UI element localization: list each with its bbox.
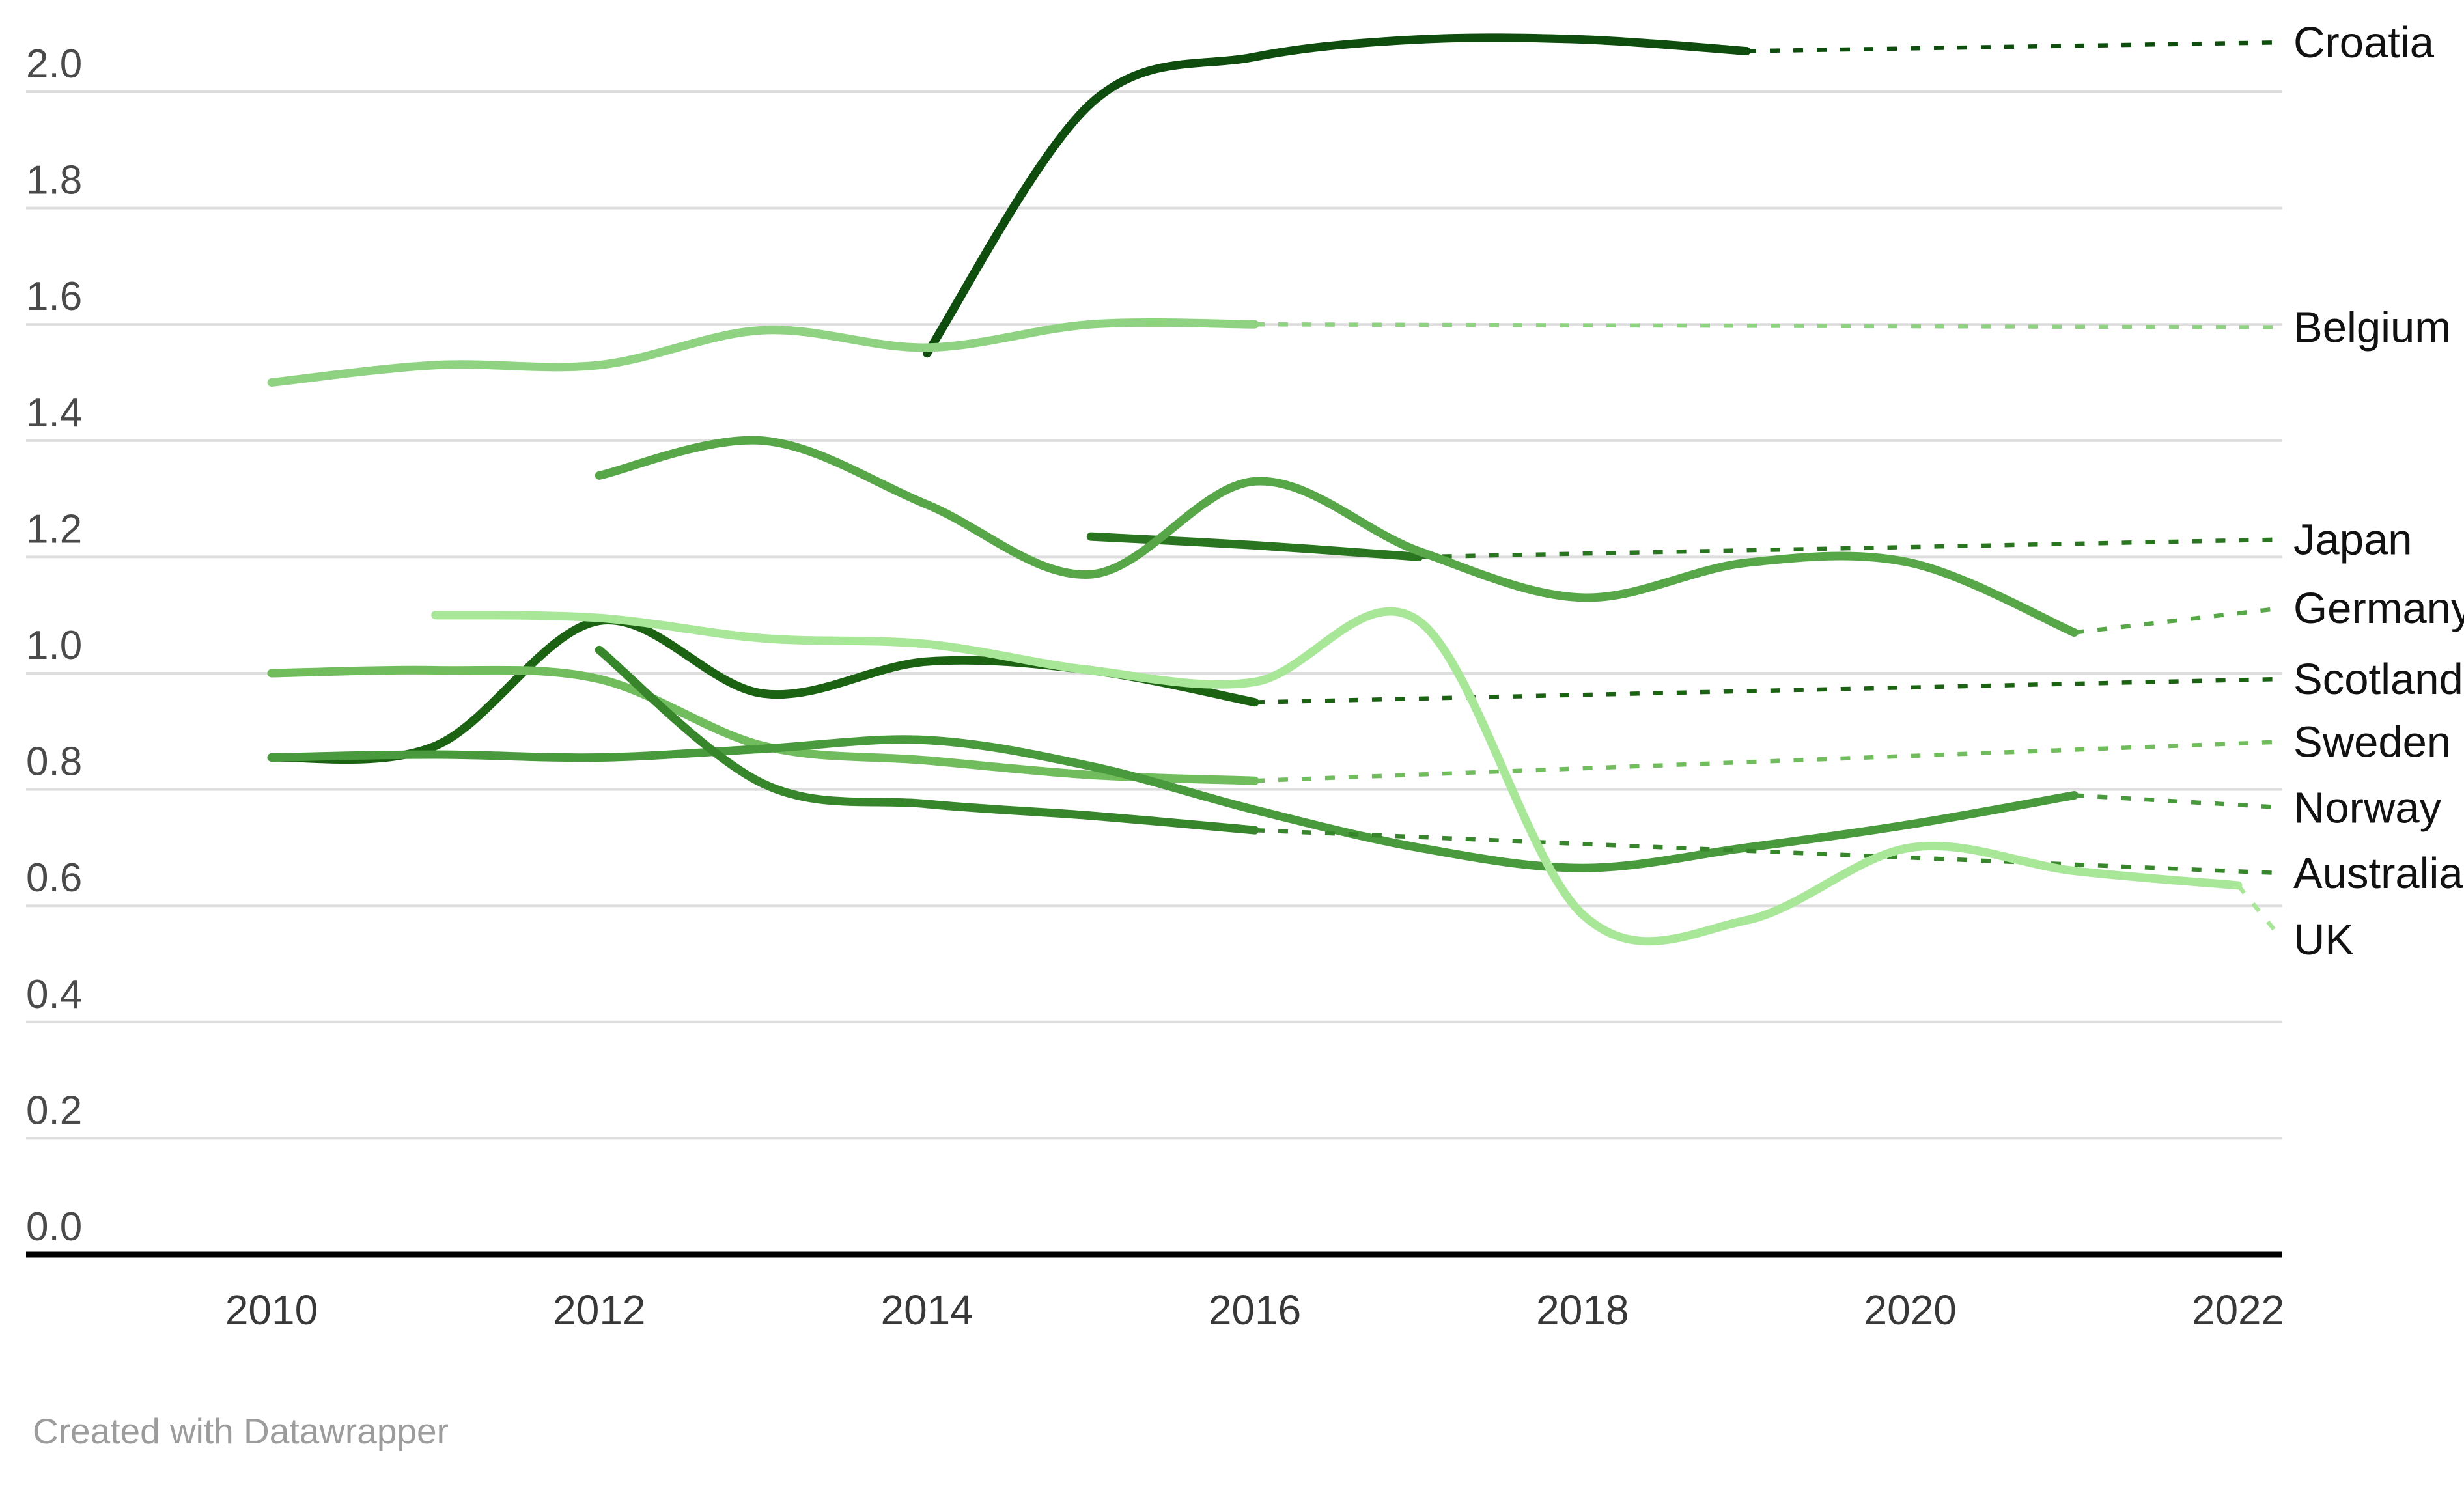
y-tick-label-1.4: 1.4: [26, 391, 82, 436]
series-label-sweden[interactable]: Sweden: [2293, 717, 2451, 766]
series-leader-dash-japan: [1418, 537, 2283, 559]
x-tick-label-2016: 2016: [1209, 1287, 1301, 1333]
x-tick-label-2022: 2022: [2192, 1287, 2284, 1333]
series-leader-dash-australia: [1254, 828, 2283, 876]
series-leader-dash-belgium: [1255, 322, 2283, 329]
series-line-uk[interactable]: [431, 607, 2243, 946]
y-tick-label-1.0: 1.0: [26, 623, 82, 668]
y-tick-label-0.2: 0.2: [26, 1088, 82, 1133]
series-label-croatia[interactable]: Croatia: [2293, 18, 2435, 67]
x-tick-label-2020: 2020: [1864, 1287, 1957, 1333]
attribution-text: Created with Datawrapper: [33, 1411, 449, 1451]
series-leader-dash-norway: [2074, 793, 2283, 810]
series-leader-dash-germany: [2073, 605, 2283, 635]
y-tick-label-1.2: 1.2: [26, 507, 82, 551]
series-line-japan[interactable]: [1086, 532, 1423, 561]
series-leader-dash-scotland: [1254, 676, 2283, 704]
y-tick-label-0.4: 0.4: [26, 972, 82, 1017]
x-tick-label-2014: 2014: [880, 1287, 973, 1333]
series-label-japan[interactable]: Japan: [2293, 516, 2413, 564]
x-tick-label-2012: 2012: [553, 1287, 645, 1333]
series-label-germany[interactable]: Germany: [2293, 584, 2464, 633]
series-line-germany[interactable]: [595, 436, 2079, 637]
y-tick-label-1.8: 1.8: [26, 158, 82, 203]
series-label-norway[interactable]: Norway: [2293, 783, 2442, 832]
x-tick-label-2018: 2018: [1536, 1287, 1629, 1333]
y-tick-label-0.8: 0.8: [26, 740, 82, 785]
y-tick-label-2.0: 2.0: [26, 42, 82, 87]
series-label-uk[interactable]: UK: [2293, 915, 2354, 964]
y-tick-label-1.6: 1.6: [26, 274, 82, 319]
series-line-australia[interactable]: [595, 645, 1259, 835]
y-tick-label-0.0: 0.0: [26, 1204, 82, 1249]
series-leader-dash-sweden: [1254, 740, 2283, 783]
series-line-sweden[interactable]: [267, 665, 1259, 785]
series-line-croatia[interactable]: [923, 33, 1751, 358]
x-tick-label-2010: 2010: [225, 1287, 318, 1333]
series-line-belgium[interactable]: [267, 318, 1259, 387]
series-line-norway[interactable]: [267, 735, 2079, 872]
series-label-australia[interactable]: Australia: [2293, 849, 2463, 898]
series-leader-dash-uk: [2236, 884, 2284, 941]
series-label-scotland[interactable]: Scotland: [2293, 655, 2463, 704]
y-tick-label-0.6: 0.6: [26, 856, 82, 900]
series-leader-dash-croatia: [1746, 40, 2283, 53]
series-label-belgium[interactable]: Belgium: [2293, 303, 2451, 352]
